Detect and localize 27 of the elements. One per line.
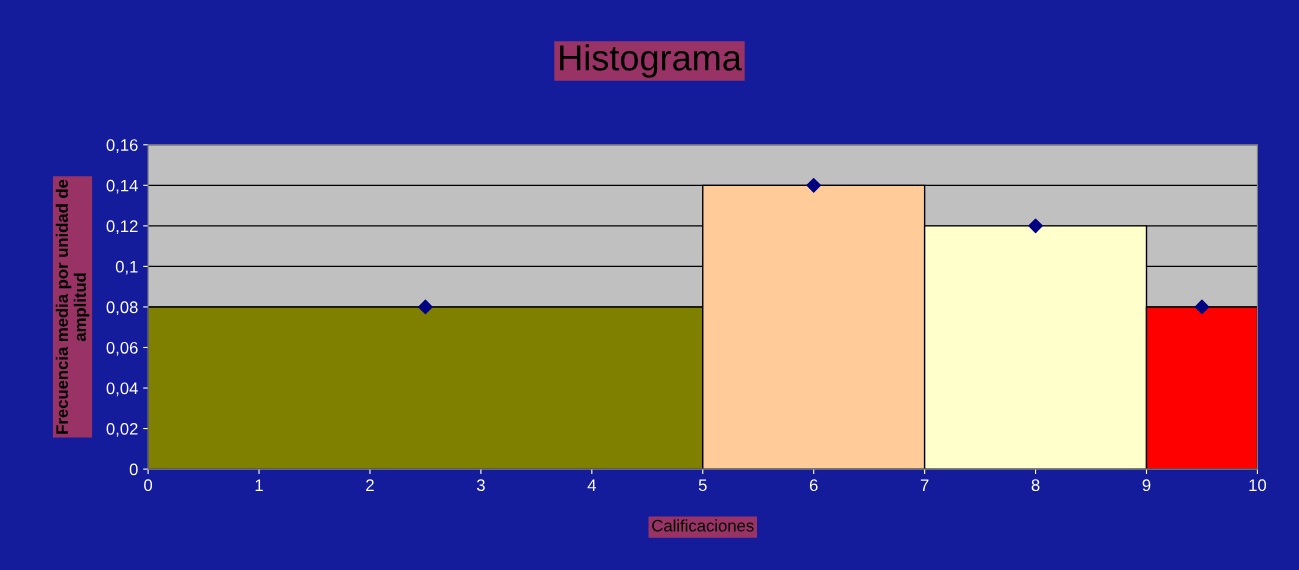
x-tick-label: 1 — [255, 479, 263, 491]
point — [1194, 299, 1210, 315]
x-tick-label: 5 — [698, 479, 707, 492]
y-tick-label: 0,12 — [106, 220, 138, 235]
x-tick-label: 4 — [587, 479, 596, 491]
y-tick-label: 0,16 — [106, 139, 138, 153]
point — [418, 299, 433, 315]
x-tick-label: 8 — [1031, 479, 1040, 492]
x-tick-label: 7 — [920, 479, 929, 491]
y-tick-label: 0,04 — [106, 382, 138, 397]
x-tick-label: 10 — [1249, 479, 1267, 492]
x-tick-label: 0 — [144, 479, 153, 492]
y-tick-label: 0,14 — [106, 179, 138, 194]
y-tick-label: 0,08 — [106, 301, 138, 316]
x-tick-label: 9 — [1142, 479, 1151, 492]
x-tick-label: 6 — [809, 479, 818, 492]
y-tick-label: 0,1 — [115, 260, 138, 275]
chart-title: Histograma — [560, 44, 742, 78]
point — [1028, 218, 1043, 234]
point — [806, 178, 821, 193]
x-axis-title: Calificaciones — [652, 519, 754, 532]
x-tick-label: 3 — [476, 479, 485, 492]
x-tick-label: 2 — [366, 479, 374, 491]
y-tick-label: 0,02 — [106, 422, 138, 437]
y-axis-title: Frecuencia media por unidad de amplitud — [55, 179, 90, 434]
y-tick-label: 0 — [129, 463, 138, 476]
y-tick-label: 0,06 — [106, 341, 138, 356]
